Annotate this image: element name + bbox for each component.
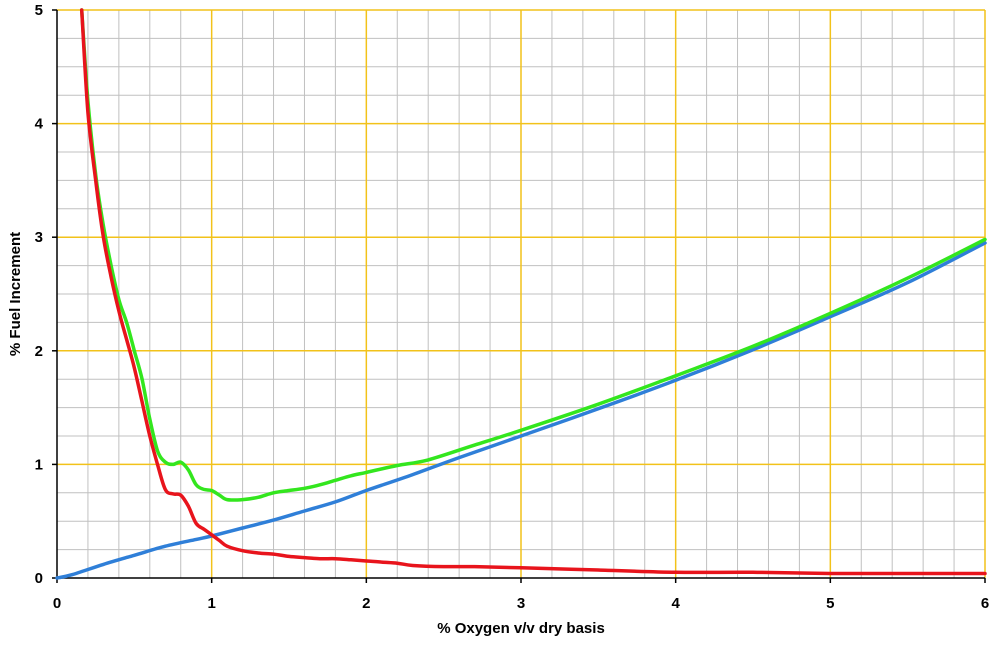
blue-series-line [55, 241, 987, 580]
x-tick-label: 1 [207, 595, 215, 612]
x-tick-label: 5 [826, 595, 834, 612]
y-axis-title: % Fuel Increment [7, 232, 24, 356]
x-tick-label: 4 [671, 595, 680, 612]
y-tick-label: 1 [35, 456, 43, 473]
x-tick-label: 2 [362, 595, 370, 612]
y-tick-label: 0 [35, 570, 43, 587]
y-tick-labels: 0 1 2 3 4 5 [35, 2, 44, 587]
y-tick-label: 3 [35, 229, 43, 246]
x-tick-label: 0 [53, 595, 61, 612]
x-tick-labels: 0 1 2 3 4 5 6 [53, 595, 989, 612]
red-series-line [79, 8, 987, 576]
y-tick-label: 5 [35, 2, 43, 19]
y-tick-label: 4 [35, 116, 44, 133]
y-tick-label: 2 [35, 343, 43, 360]
x-axis-title: % Oxygen v/v dry basis [437, 620, 605, 637]
axes [52, 9, 986, 583]
series-lines [55, 8, 987, 580]
green-series-line [79, 8, 987, 502]
major-grid [57, 9, 986, 578]
x-tick-label: 6 [981, 595, 989, 612]
x-tick-label: 3 [517, 595, 525, 612]
